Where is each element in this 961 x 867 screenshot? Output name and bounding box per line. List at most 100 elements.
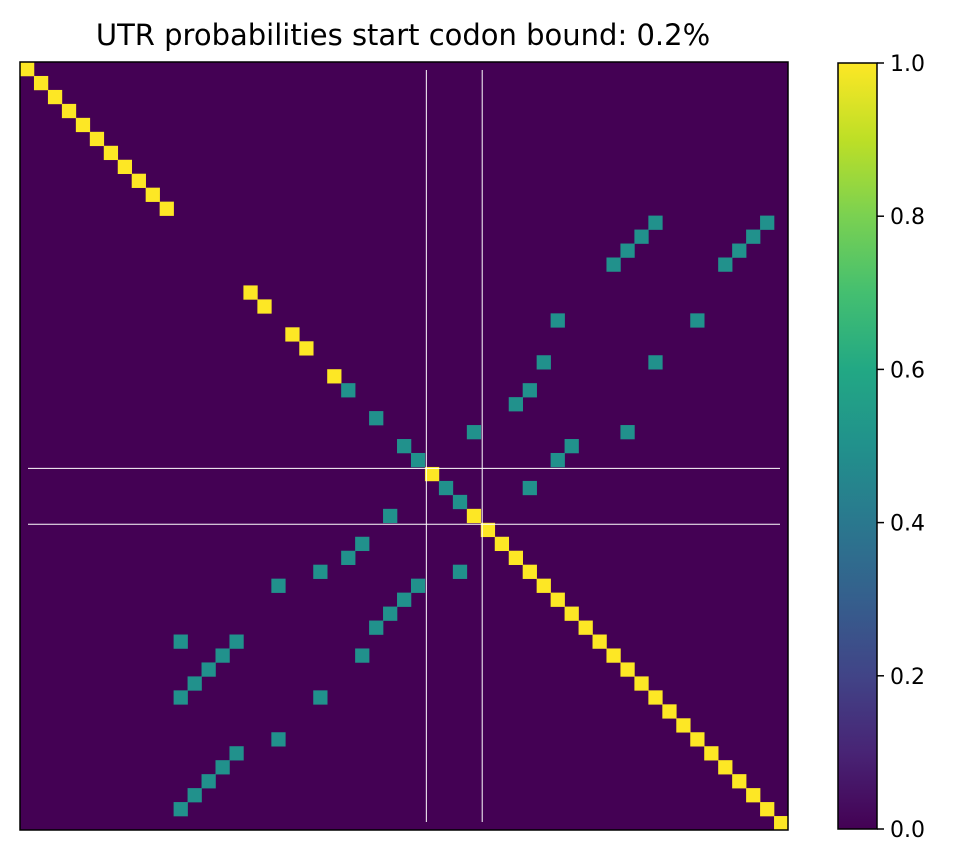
heatmap-cell <box>369 620 384 635</box>
heatmap-cell <box>564 439 579 454</box>
heatmap-cell <box>20 62 35 77</box>
heatmap-cell <box>383 606 398 621</box>
cell-group-diagonal-lower-right <box>494 536 789 831</box>
heatmap-cell <box>760 802 775 817</box>
heatmap-cell <box>522 480 537 496</box>
heatmap-cell <box>327 369 342 384</box>
heatmap-cell <box>313 690 328 705</box>
heatmap-cell <box>173 802 188 817</box>
heatmap-cell <box>494 536 510 552</box>
chart-title: UTR probabilities start codon bound: 0.2… <box>96 18 710 52</box>
colorbar-tick-label: 1.0 <box>890 52 925 77</box>
heatmap-cell <box>648 690 663 705</box>
heatmap-cell <box>285 327 300 342</box>
heatmap-cell <box>550 313 565 328</box>
heatmap-cell <box>746 788 761 803</box>
heatmap-cell <box>536 578 551 593</box>
colorbar-tick-label: 0.0 <box>890 818 925 843</box>
heatmap-cell <box>620 662 635 677</box>
colorbar-tick-label: 0.2 <box>890 665 925 690</box>
heatmap-cell <box>397 439 412 454</box>
heatmap-cell <box>131 173 146 188</box>
heatmap-cell <box>341 550 356 565</box>
colorbar-tick-label: 0.6 <box>890 358 925 383</box>
heatmap-cell <box>117 159 133 175</box>
heatmap-cell <box>33 75 49 91</box>
heatmap-cell <box>299 341 314 356</box>
heatmap-cell <box>47 89 63 105</box>
heatmap-cell <box>522 383 537 398</box>
heatmap-cell <box>718 257 733 272</box>
heatmap-cell <box>229 746 244 761</box>
colorbar-ticks: 0.0 0.2 0.4 0.6 0.8 1.0 <box>877 52 925 843</box>
heatmap-cell <box>606 648 621 663</box>
heatmap-cell <box>746 229 761 244</box>
heatmap-cell <box>187 788 202 803</box>
heatmap-cell <box>690 313 705 328</box>
heatmap-cell <box>383 508 398 524</box>
heatmap-cell <box>215 760 230 775</box>
heatmap-cell <box>606 257 621 272</box>
cell-group-diagonal-upper-left <box>20 62 174 216</box>
plot-frame <box>19 61 789 831</box>
heatmap-cell <box>676 718 691 733</box>
heatmap-cell <box>313 564 328 579</box>
heatmap-cell <box>466 508 482 524</box>
heatmap-cell <box>369 411 384 426</box>
heatmap-cell <box>410 578 426 593</box>
heatmap-cell <box>103 145 119 161</box>
colorbar-tick-label: 0.8 <box>890 205 925 230</box>
heatmap-cell <box>536 355 551 370</box>
heatmap-cell <box>760 215 775 230</box>
heatmap-cell <box>89 131 105 147</box>
heatmap-cell <box>564 606 579 621</box>
heatmap-cell <box>75 117 91 133</box>
colorbar-tick-label: 0.4 <box>890 512 925 537</box>
heatmap-cell <box>341 383 356 398</box>
heatmap-cell <box>229 634 244 649</box>
heatmap-cell <box>480 522 496 538</box>
heatmap-cell <box>550 452 565 468</box>
heatmap-cell <box>438 480 454 496</box>
heatmap-cell <box>410 452 426 468</box>
heatmap-cell <box>257 299 272 314</box>
heatmap-cell <box>508 550 523 565</box>
heatmap-cell <box>424 466 440 482</box>
heatmap-cell <box>201 662 216 677</box>
heatmap-cell <box>522 564 537 579</box>
heatmap-cell <box>355 536 370 552</box>
heatmap-cell <box>690 732 705 747</box>
heatmap-cell <box>466 425 482 440</box>
heatmap-cell <box>550 592 565 607</box>
heatmap-cell <box>620 425 635 440</box>
heatmap-cell <box>173 690 188 705</box>
colorbar: 0.0 0.2 0.4 0.6 0.8 1.0 <box>837 52 925 843</box>
heatmap-cell <box>271 732 286 747</box>
colorbar-frame <box>837 62 878 830</box>
heatmap-cell <box>355 648 370 663</box>
cell-group-diagonal-middle <box>243 285 496 538</box>
heatmap-cell <box>187 676 202 691</box>
colorbar-gradient <box>838 63 877 829</box>
heatmap-cell <box>592 634 607 649</box>
heatmap-cell <box>732 774 747 789</box>
heatmap-cell <box>215 648 230 663</box>
heatmap-cell <box>634 676 649 691</box>
heatmap-cell <box>774 816 789 831</box>
plot-area <box>19 61 789 831</box>
heatmap-cell <box>452 494 468 510</box>
heatmap-cell <box>634 229 649 244</box>
heatmap-cell <box>732 243 747 258</box>
heatmap-cell <box>61 103 77 119</box>
heatmap-cell <box>271 578 286 593</box>
heatmap-cell <box>718 760 733 775</box>
cell-group-pairing-cells <box>173 215 775 817</box>
heatmap-cell <box>201 774 216 789</box>
heatmap-cell <box>159 201 174 216</box>
heatmap-cell <box>648 215 663 230</box>
heatmap-cell <box>145 187 160 202</box>
heatmap-cell <box>648 355 663 370</box>
heatmap-cell <box>452 564 468 579</box>
